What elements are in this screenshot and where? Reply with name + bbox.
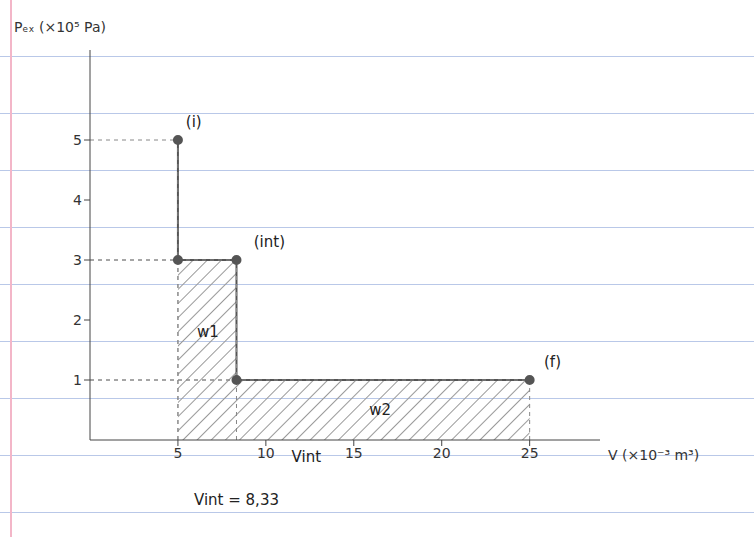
svg-text:4: 4 (73, 192, 82, 208)
svg-text:15: 15 (345, 445, 363, 461)
svg-text:5: 5 (173, 445, 182, 461)
svg-text:V (×10⁻³ m³): V (×10⁻³ m³) (608, 447, 699, 463)
svg-text:25: 25 (521, 445, 539, 461)
svg-text:5: 5 (73, 132, 82, 148)
svg-text:20: 20 (433, 445, 451, 461)
svg-text:2: 2 (73, 312, 82, 328)
svg-text:(int): (int) (254, 233, 285, 251)
svg-text:1: 1 (73, 372, 82, 388)
svg-text:3: 3 (73, 252, 82, 268)
svg-text:Vint: Vint (292, 448, 322, 466)
svg-text:Vint = 8,33: Vint = 8,33 (194, 491, 279, 509)
svg-text:w1: w1 (197, 323, 219, 341)
svg-text:Pₑₓ (×10⁵ Pa): Pₑₓ (×10⁵ Pa) (14, 19, 106, 35)
svg-text:(i): (i) (186, 113, 202, 131)
svg-text:(f): (f) (544, 353, 561, 371)
svg-text:10: 10 (257, 445, 275, 461)
svg-text:w2: w2 (369, 401, 391, 419)
